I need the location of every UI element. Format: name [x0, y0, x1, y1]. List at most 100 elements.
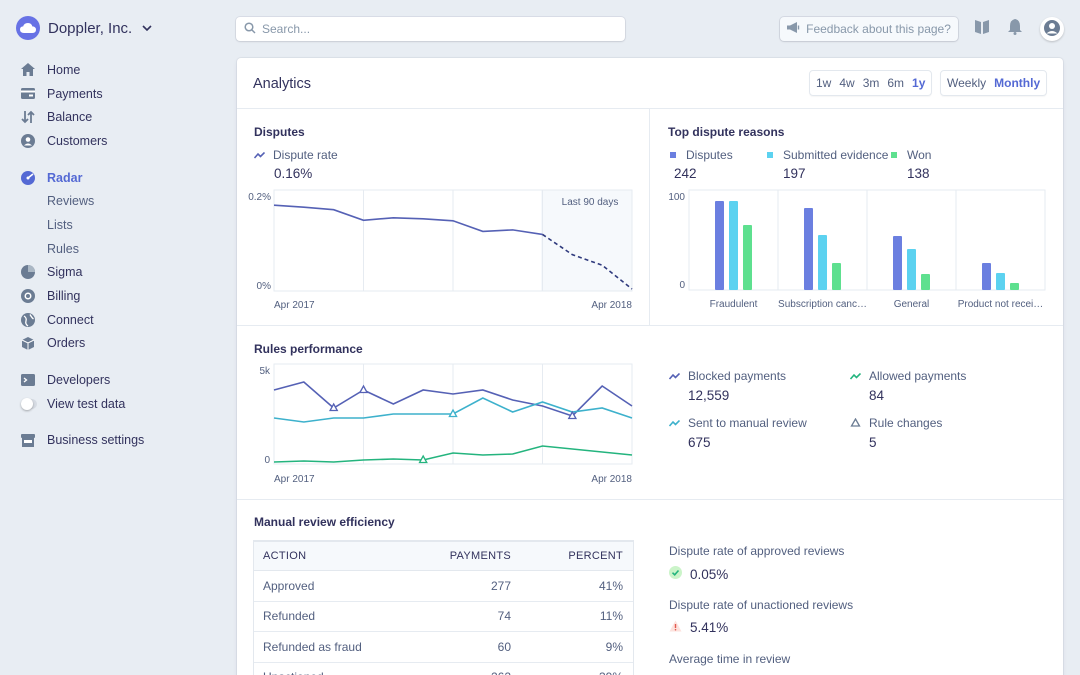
sidebar-item-label: View test data [47, 396, 126, 411]
bell-icon[interactable] [1008, 19, 1022, 38]
legend-label: Submitted evidence [783, 148, 889, 162]
range-1w[interactable]: 1w [816, 76, 832, 90]
sidebar-item-orders[interactable]: Orders [21, 332, 211, 356]
sidebar-item-balance[interactable]: Balance [21, 105, 211, 129]
orders-box-icon [21, 336, 35, 351]
sidebar-item-label: Radar [47, 170, 83, 185]
period-weekly[interactable]: Weekly [947, 76, 987, 90]
last-90-days-label: Last 90 days [562, 197, 619, 208]
stat-value: 675 [688, 435, 711, 450]
legend-swatch [767, 152, 773, 158]
x-tick-end: Apr 2018 [591, 474, 632, 485]
range-1y[interactable]: 1y [912, 76, 926, 90]
period-monthly[interactable]: Monthly [994, 76, 1041, 90]
column-action[interactable]: ACTION [254, 541, 401, 571]
stat-blocked: Blocked payments 12,559 [668, 369, 786, 403]
radar-icon [21, 170, 35, 185]
manual-review-title: Manual review efficiency [254, 515, 395, 529]
sidebar-item-connect[interactable]: Connect [21, 308, 211, 332]
sidebar-item-label: Orders [47, 336, 86, 351]
dispute-rate-value: 0.16% [274, 166, 313, 181]
account-name: Doppler, Inc. [48, 19, 133, 37]
table-row[interactable]: Unactioned 262 39% [254, 662, 633, 675]
cell-percent: 11% [521, 601, 633, 632]
terminal-icon [21, 373, 35, 387]
range-3m[interactable]: 3m [862, 76, 880, 90]
sidebar-item-billing[interactable]: Billing [21, 284, 211, 308]
range-6m[interactable]: 6m [887, 76, 905, 90]
range-selector: 1w 4w 3m 6m 1y [809, 70, 933, 96]
rule-change-marker [567, 410, 578, 420]
trend-line-icon [668, 416, 681, 430]
account-switcher[interactable]: Doppler, Inc. [16, 16, 152, 40]
legend-evidence: Submitted evidence 197 [767, 148, 891, 181]
won-count: 138 [907, 166, 930, 181]
period-selector: Weekly Monthly [940, 70, 1048, 96]
payments-icon [21, 87, 35, 101]
test-data-toggle[interactable] [21, 397, 37, 410]
legend-swatch [670, 152, 676, 158]
sidebar-item-home[interactable]: Home [21, 58, 211, 82]
sidebar-item-lists[interactable]: Lists [21, 213, 211, 237]
table-row[interactable]: Refunded as fraud 60 9% [254, 631, 633, 663]
stat-label: Sent to manual review [688, 416, 807, 430]
docs-book-icon[interactable] [975, 19, 989, 38]
rules-title: Rules performance [254, 342, 363, 356]
analytics-header: Analytics 1w 4w 3m 6m 1y Weekly Monthly [237, 58, 1063, 109]
chevron-down-icon [142, 23, 152, 34]
search-input[interactable] [262, 22, 602, 36]
legend-value: 138 [891, 166, 971, 181]
sidebar-item-test-data[interactable]: View test data [21, 392, 211, 416]
search-bar[interactable] [236, 17, 625, 41]
sidebar-nav: Home Payments Balance Customers Radar Re… [21, 58, 211, 452]
category-label: Product not recei… [958, 299, 1044, 310]
feedback-button[interactable]: Feedback about this page? [780, 17, 958, 41]
sidebar-item-reviews[interactable]: Reviews [21, 189, 211, 213]
sidebar-item-developers[interactable]: Developers [21, 368, 211, 392]
cell-percent: 41% [521, 570, 633, 602]
legend-won: Won 138 [891, 148, 971, 181]
bar-won [832, 263, 841, 290]
legend-value: 242 [656, 166, 767, 181]
bar-disputes [715, 201, 724, 290]
legend-value: 197 [767, 166, 891, 181]
triangle-marker-icon [850, 416, 861, 430]
stat-allowed: Allowed payments 84 [849, 369, 967, 403]
user-avatar[interactable] [1040, 17, 1064, 41]
sidebar-item-radar[interactable]: Radar [21, 166, 211, 190]
dispute-rate-projected-line [542, 233, 633, 290]
divider [237, 499, 1063, 500]
cell-action: Unactioned [254, 662, 401, 675]
sidebar-item-business-settings[interactable]: Business settings [21, 429, 211, 453]
sidebar-item-sigma[interactable]: Sigma [21, 261, 211, 285]
bar-submitted-evidence [996, 273, 1005, 290]
divider [237, 325, 1063, 326]
rule-change-marker [358, 384, 369, 394]
x-tick-start: Apr 2017 [274, 300, 315, 311]
sidebar-item-payments[interactable]: Payments [21, 82, 211, 106]
legend-label: Disputes [686, 148, 733, 162]
top-reasons-chart: 100 0 Fraudulent Subscription canc… Genera… [668, 189, 1046, 310]
table-row[interactable]: Refunded 74 11% [254, 601, 633, 632]
cell-action: Approved [254, 570, 401, 602]
bar-won [743, 225, 752, 290]
legend-disputes: Disputes 242 [670, 148, 767, 181]
top-reasons-title: Top dispute reasons [668, 125, 785, 139]
sidebar-item-rules[interactable]: Rules [21, 237, 211, 261]
metric-average-review-time: Average time in review [669, 652, 790, 666]
user-icon [1044, 19, 1060, 39]
manual-review-table: ACTION PAYMENTS PERCENT Approved 277 41%… [254, 541, 633, 675]
table-row[interactable]: Approved 277 41% [254, 570, 633, 602]
sidebar-item-label: Reviews [47, 194, 95, 209]
range-4w[interactable]: 4w [839, 76, 855, 90]
bar-submitted-evidence [818, 235, 827, 290]
column-payments[interactable]: PAYMENTS [401, 541, 521, 571]
billing-icon [21, 289, 35, 304]
sidebar-item-customers[interactable]: Customers [21, 129, 211, 153]
column-percent[interactable]: PERCENT [521, 541, 633, 571]
stat-label: Allowed payments [869, 369, 967, 383]
balance-arrows-icon [21, 110, 35, 124]
sidebar-item-label: Connect [47, 312, 94, 327]
disputes-count: 242 [674, 166, 697, 181]
sidebar-item-label: Billing [47, 289, 81, 304]
